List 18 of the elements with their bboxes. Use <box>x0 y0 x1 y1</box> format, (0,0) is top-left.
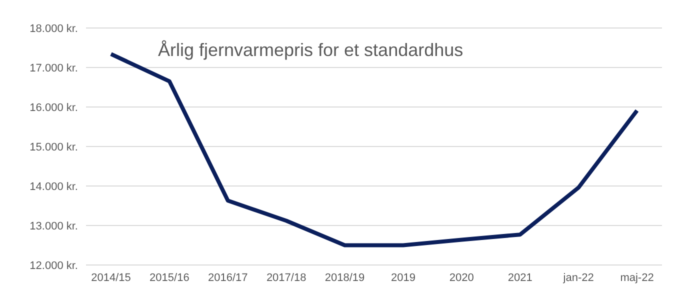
y-tick-label: 16.000 kr. <box>30 102 78 114</box>
y-tick-label: 17.000 kr. <box>30 62 78 74</box>
x-tick-label: jan-22 <box>562 272 594 284</box>
x-tick-label: 2017/18 <box>266 272 306 284</box>
text: Årlig fjernvarmepris for et standardhus <box>158 40 464 61</box>
x-tick-label: 2019 <box>390 272 416 284</box>
x-tick-label: 2020 <box>449 272 474 284</box>
y-tick-label: 18.000 kr. <box>30 22 78 35</box>
y-tick-label: 14.000 kr. <box>30 180 78 193</box>
x-tick-label: 2018/19 <box>324 272 365 284</box>
y-tick-label: 13.000 kr. <box>30 220 78 232</box>
x-tick-label: 2015/16 <box>150 272 190 284</box>
y-tick-label: 12.000 kr. <box>30 260 78 272</box>
y-tick-label: 15.000 kr. <box>30 141 78 154</box>
x-tick-label: 2014/15 <box>91 272 131 284</box>
x-tick-label: maj-22 <box>620 272 654 284</box>
x-tick-label: 2021 <box>508 272 532 284</box>
x-tick-label: 2016/17 <box>208 272 248 284</box>
